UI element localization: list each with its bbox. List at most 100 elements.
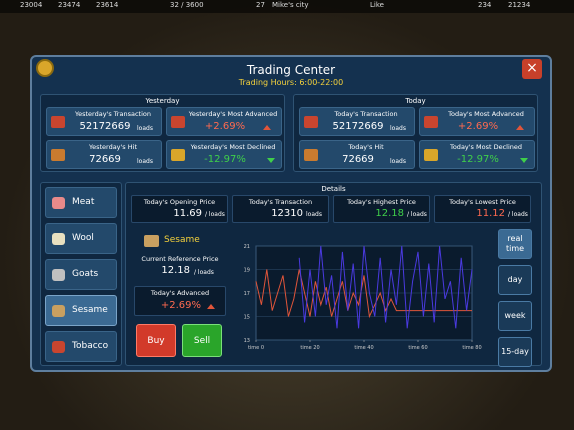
- goods-list: Meat Wool Goats Sesame Tobacco: [40, 182, 122, 366]
- down-arrow: [267, 158, 275, 163]
- card-label: Yesterday's Hit: [88, 143, 138, 151]
- card-icon: [304, 149, 318, 161]
- goods-item[interactable]: Wool: [45, 223, 117, 254]
- adv-label: Today's Advanced: [150, 289, 210, 297]
- card-value: 72669: [342, 154, 374, 165]
- card-icon: [424, 149, 438, 161]
- card-icon: [51, 149, 65, 161]
- card-label: Yesterday's Most Declined: [190, 143, 276, 151]
- card-label: Today's Most Advanced: [448, 110, 524, 118]
- section-title: Today: [405, 97, 426, 105]
- goods-item[interactable]: Meat: [45, 187, 117, 218]
- status-text: 32 / 3600: [170, 1, 204, 9]
- card-value: 52172669: [332, 121, 384, 132]
- stat-value: 12.18: [375, 208, 404, 219]
- card-icon: [171, 116, 185, 128]
- stat-value: 12310: [271, 208, 303, 219]
- stat-card: Today's Most Declined -12.97%: [419, 140, 535, 169]
- status-text: 23614: [96, 1, 119, 9]
- section-title: Yesterday: [145, 97, 180, 105]
- period-button[interactable]: 15-day: [498, 337, 532, 367]
- card-unit: loads: [390, 125, 406, 132]
- advanced-box: Today's Advanced +2.69%: [134, 286, 226, 316]
- stat-card: Yesterday's Transaction 52172669 loads: [46, 107, 162, 136]
- y-tick-label: 15: [244, 315, 250, 321]
- price-line: [255, 269, 472, 319]
- card-unit: loads: [137, 158, 153, 165]
- today-section: Today Today's Transaction 52172669 loads Tod…: [293, 94, 538, 172]
- y-tick-label: 21: [244, 244, 250, 250]
- card-icon: [424, 116, 438, 128]
- goods-name: Goats: [72, 269, 99, 279]
- goods-icon: [52, 305, 65, 317]
- x-tick-label: time 40: [354, 345, 373, 351]
- price-stat: Today's Opening Price 11.69/ loads: [131, 195, 228, 223]
- goods-name: Wool: [72, 233, 94, 243]
- goods-item[interactable]: Tobacco: [45, 331, 117, 362]
- price-line: [298, 245, 473, 329]
- price-stat: Today's Lowest Price 11.12/ loads: [434, 195, 531, 223]
- ref-value: 12.18: [161, 265, 190, 276]
- up-arrow: [263, 125, 271, 130]
- x-tick-label: time 60: [408, 345, 427, 351]
- goods-name: Meat: [72, 197, 95, 207]
- period-button[interactable]: day: [498, 265, 532, 295]
- x-tick-label: time 80: [462, 345, 481, 351]
- card-value: 72669: [89, 154, 121, 165]
- details-section: Details Today's Opening Price 11.69/ loads…: [125, 182, 542, 367]
- stat-card: Yesterday's Most Advanced +2.69%: [166, 107, 282, 136]
- stat-unit: / loads: [205, 211, 225, 218]
- close-button[interactable]: ×: [522, 59, 542, 79]
- card-label: Today's Transaction: [334, 110, 398, 118]
- status-text: Mike's city: [272, 1, 309, 9]
- goods-icon: [52, 233, 65, 245]
- details-title: Details: [321, 185, 346, 193]
- yesterday-section: Yesterday Yesterday's Transaction 52172669…: [40, 94, 285, 172]
- trading-panel: × Trading Center Trading Hours: 6:00-22:…: [30, 55, 552, 372]
- stat-unit: / loads: [407, 211, 427, 218]
- stat-value: 11.69: [173, 208, 202, 219]
- sell-button[interactable]: Sell: [182, 324, 222, 357]
- card-icon: [304, 116, 318, 128]
- card-label: Yesterday's Transaction: [75, 110, 151, 118]
- goods-icon: [52, 197, 65, 209]
- goods-name: Tobacco: [72, 341, 109, 351]
- goods-item[interactable]: Goats: [45, 259, 117, 290]
- selected-name: Sesame: [164, 235, 200, 245]
- stat-value: 11.12: [476, 208, 505, 219]
- status-text: 234: [478, 1, 492, 9]
- status-text: 27: [256, 1, 265, 9]
- stat-card: Today's Most Advanced +2.69%: [419, 107, 535, 136]
- card-value: -12.97%: [204, 154, 246, 165]
- card-icon: [51, 116, 65, 128]
- stat-card: Today's Hit 72669 loads: [299, 140, 415, 169]
- card-unit: loads: [390, 158, 406, 165]
- goods-item[interactable]: Sesame: [45, 295, 117, 326]
- subtitle: Trading Hours: 6:00-22:00: [238, 78, 344, 87]
- card-value: 52172669: [79, 121, 131, 132]
- y-tick-label: 19: [244, 268, 250, 274]
- card-label: Yesterday's Most Advanced: [188, 110, 278, 118]
- buy-button[interactable]: Buy: [136, 324, 176, 357]
- stat-label: Today's Transaction: [248, 198, 313, 206]
- stat-label: Today's Highest Price: [347, 198, 416, 206]
- up-arrow: [516, 125, 524, 130]
- period-button[interactable]: real time: [498, 229, 532, 259]
- up-arrow: [207, 304, 215, 309]
- ref-label: Current Reference Price: [141, 255, 219, 263]
- card-value: -12.97%: [457, 154, 499, 165]
- y-tick-label: 17: [244, 291, 250, 297]
- card-label: Today's Most Declined: [449, 143, 523, 151]
- goods-icon: [144, 235, 159, 247]
- status-text: Like: [370, 1, 384, 9]
- stat-label: Today's Lowest Price: [449, 198, 516, 206]
- status-text: 23474: [58, 1, 81, 9]
- refresh-icon[interactable]: [36, 59, 54, 77]
- card-icon: [171, 149, 185, 161]
- x-tick-label: time 20: [300, 345, 319, 351]
- period-button[interactable]: week: [498, 301, 532, 331]
- card-label: Today's Hit: [348, 143, 384, 151]
- y-tick-label: 13: [244, 338, 250, 344]
- goods-icon: [52, 341, 65, 353]
